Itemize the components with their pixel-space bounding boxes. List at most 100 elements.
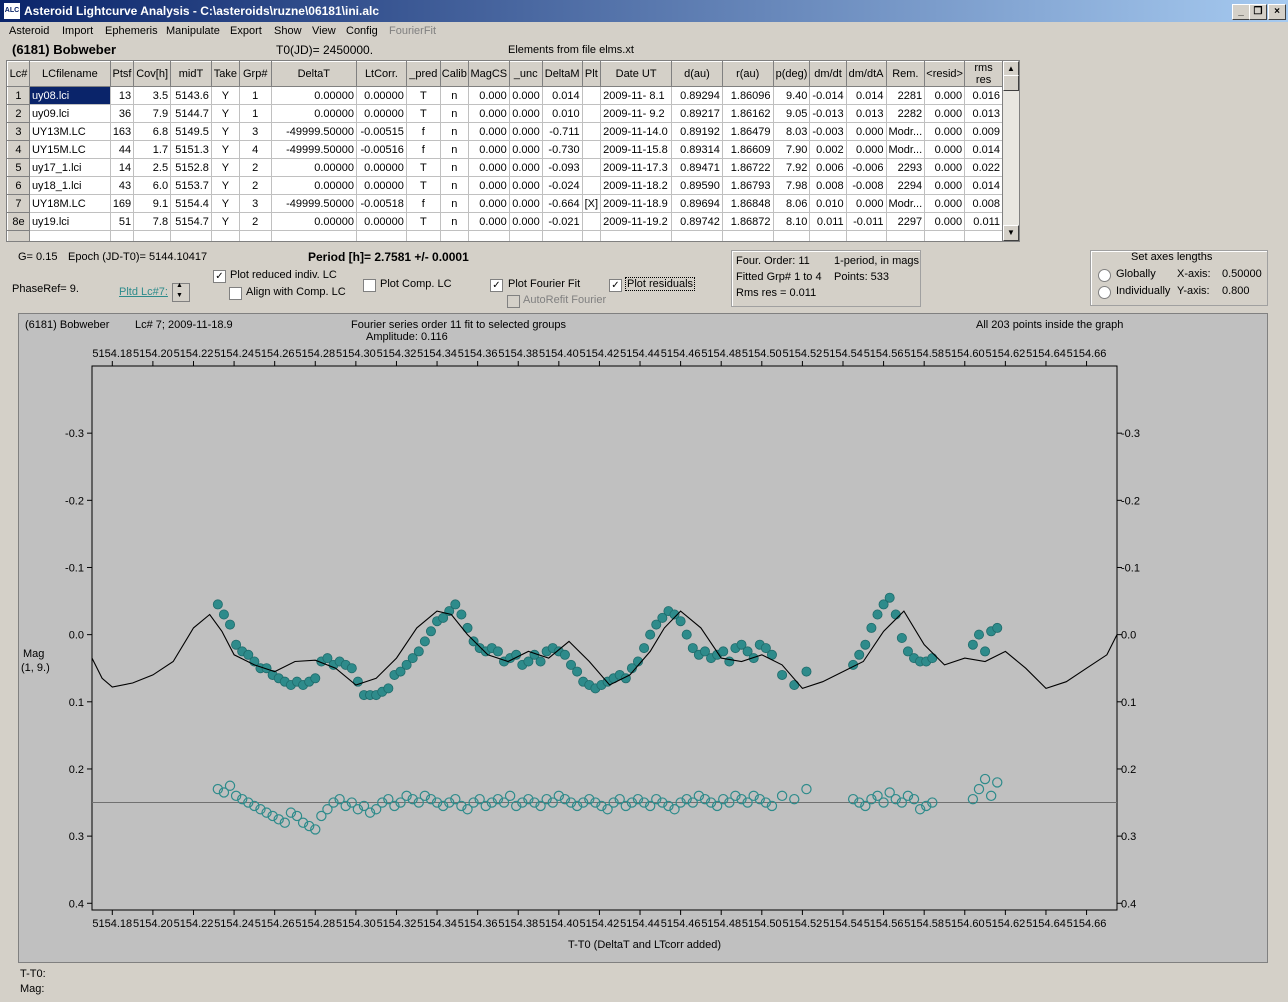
table-cell[interactable]: 0.011 xyxy=(964,212,1003,231)
table-cell[interactable]: 0.000 xyxy=(508,212,543,231)
table-cell[interactable]: 0.000 xyxy=(924,122,966,141)
table-cell[interactable]: 9.40 xyxy=(772,86,811,105)
column-header[interactable]: Calib xyxy=(439,61,469,87)
table-cell[interactable]: 0.022 xyxy=(964,158,1003,177)
table-cell[interactable]: 0.000 xyxy=(924,140,966,159)
table-cell[interactable]: 0.000 xyxy=(508,194,543,213)
table-cell[interactable]: 0.014 xyxy=(964,140,1003,159)
table-cell[interactable]: 0.000 xyxy=(467,122,510,141)
table-cell[interactable]: -0.093 xyxy=(541,158,583,177)
table-cell[interactable]: Y xyxy=(210,212,240,231)
table-cell[interactable]: uy09.lci xyxy=(28,104,111,123)
table-cell[interactable]: 0.000 xyxy=(508,176,543,195)
table-cell[interactable] xyxy=(671,230,723,241)
column-header[interactable]: DeltaM xyxy=(541,61,583,87)
plot-residuals-checkbox[interactable]: ✓ xyxy=(609,279,622,292)
table-cell[interactable] xyxy=(581,140,602,159)
table-cell[interactable]: 7.9 xyxy=(133,104,172,123)
table-cell[interactable]: -49999.50000 xyxy=(270,140,357,159)
table-cell[interactable]: 1.86609 xyxy=(721,140,774,159)
table-cell[interactable]: T xyxy=(405,158,441,177)
table-cell[interactable]: 0.010 xyxy=(541,104,583,123)
table-cell[interactable]: 0.013 xyxy=(964,104,1003,123)
menu-asteroid[interactable]: Asteroid xyxy=(9,25,50,37)
table-cell[interactable]: n xyxy=(439,140,469,159)
table-cell[interactable]: 0.000 xyxy=(924,212,966,231)
table-row[interactable]: 4 UY15M.LC 44 1.7 5151.3 Y 4 -49999.50000 -0.005… xyxy=(7,140,1003,159)
close-icon[interactable]: × xyxy=(1268,4,1286,20)
column-header[interactable]: Lc# xyxy=(7,61,30,87)
table-cell[interactable]: 4 xyxy=(7,140,30,159)
column-header[interactable]: Take xyxy=(210,61,240,87)
table-cell[interactable]: 7.98 xyxy=(772,176,811,195)
table-cell[interactable]: 1.86872 xyxy=(721,212,774,231)
table-cell[interactable] xyxy=(133,230,172,241)
scroll-thumb[interactable] xyxy=(1003,75,1019,91)
column-header[interactable]: _pred xyxy=(405,61,441,87)
table-cell[interactable]: Modr... xyxy=(885,140,926,159)
table-cell[interactable] xyxy=(170,230,212,241)
table-cell[interactable] xyxy=(924,230,966,241)
column-header[interactable]: r(au) xyxy=(721,61,774,87)
table-cell[interactable]: 0.000 xyxy=(924,86,966,105)
table-cell[interactable]: 8.06 xyxy=(772,194,811,213)
table-cell[interactable] xyxy=(28,230,111,241)
table-cell[interactable]: 3 xyxy=(238,194,272,213)
table-cell[interactable]: Y xyxy=(210,140,240,159)
table-cell[interactable]: -0.014 xyxy=(809,86,847,105)
table-cell[interactable]: 1.86162 xyxy=(721,104,774,123)
table-cell[interactable]: 2 xyxy=(238,212,272,231)
table-cell[interactable]: 0.89471 xyxy=(671,158,723,177)
table-cell[interactable]: 3 xyxy=(238,122,272,141)
lightcurve-plot[interactable]: (6181) Bobweber Lc# 7; 2009-11-18.9 Four… xyxy=(18,313,1268,963)
table-cell[interactable] xyxy=(405,230,441,241)
table-cell[interactable]: 0.00000 xyxy=(270,86,357,105)
table-cell[interactable]: 1.86722 xyxy=(721,158,774,177)
table-cell[interactable] xyxy=(109,230,135,241)
table-cell[interactable]: 0.000 xyxy=(845,122,887,141)
table-cell[interactable]: 0.00000 xyxy=(355,176,407,195)
column-header[interactable]: p(deg) xyxy=(772,61,811,87)
table-cell[interactable]: 0.008 xyxy=(809,176,847,195)
table-cell[interactable]: 6.0 xyxy=(133,176,172,195)
menu-export[interactable]: Export xyxy=(230,25,262,37)
table-cell[interactable]: 2 xyxy=(238,176,272,195)
table-cell[interactable]: 0.00000 xyxy=(270,158,357,177)
table-cell[interactable]: 1.86096 xyxy=(721,86,774,105)
column-header[interactable]: Rem. xyxy=(885,61,926,87)
table-cell[interactable]: uy19.lci xyxy=(28,212,111,231)
table-cell[interactable]: 9.1 xyxy=(133,194,172,213)
column-header[interactable]: MagCS xyxy=(467,61,510,87)
table-cell[interactable]: 5144.7 xyxy=(170,104,212,123)
table-cell[interactable]: 0.009 xyxy=(964,122,1003,141)
table-cell[interactable]: 0.000 xyxy=(845,194,887,213)
table-cell[interactable]: 0.010 xyxy=(809,194,847,213)
table-cell[interactable]: -0.730 xyxy=(541,140,583,159)
table-cell[interactable]: -0.00518 xyxy=(355,194,407,213)
table-cell[interactable]: Modr... xyxy=(885,122,926,141)
table-cell[interactable]: T xyxy=(405,86,441,105)
table-cell[interactable]: 2293 xyxy=(885,158,926,177)
table-cell[interactable]: 0.000 xyxy=(845,140,887,159)
table-cell[interactable]: 0.89192 xyxy=(671,122,723,141)
table-cell[interactable]: 163 xyxy=(109,122,135,141)
table-cell[interactable]: Y xyxy=(210,158,240,177)
table-cell[interactable]: 0.014 xyxy=(845,86,887,105)
table-cell[interactable]: 0.89314 xyxy=(671,140,723,159)
table-cell[interactable] xyxy=(508,230,543,241)
table-cell[interactable]: n xyxy=(439,212,469,231)
table-cell[interactable]: 5143.6 xyxy=(170,86,212,105)
table-cell[interactable]: UY18M.LC xyxy=(28,194,111,213)
table-cell[interactable]: 1.86479 xyxy=(721,122,774,141)
table-cell[interactable]: 0.000 xyxy=(467,86,510,105)
column-header[interactable]: Ptsf xyxy=(109,61,135,87)
table-cell[interactable]: 0.000 xyxy=(924,176,966,195)
table-cell[interactable]: Y xyxy=(210,194,240,213)
table-cell[interactable]: 2.5 xyxy=(133,158,172,177)
table-cell[interactable]: UY15M.LC xyxy=(28,140,111,159)
table-cell[interactable]: 1.86848 xyxy=(721,194,774,213)
table-cell[interactable]: 5152.8 xyxy=(170,158,212,177)
table-cell[interactable]: 0.000 xyxy=(467,212,510,231)
